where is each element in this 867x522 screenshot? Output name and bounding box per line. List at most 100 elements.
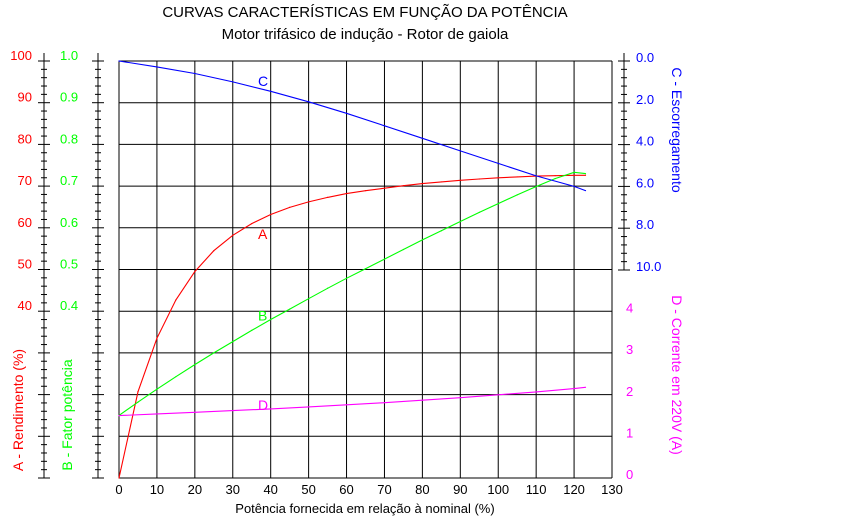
data-point-D <box>573 387 575 390</box>
data-point-A <box>478 178 480 180</box>
data-point-C <box>497 162 499 165</box>
data-point-B <box>459 220 461 223</box>
data-point-A <box>440 181 442 183</box>
data-point-A <box>232 234 234 236</box>
data-point-A <box>156 337 158 339</box>
data-point-A <box>175 299 177 301</box>
y-tick-label-corrente: 0 <box>626 467 633 482</box>
x-tick-label: 20 <box>188 482 202 497</box>
y-tick-label-rendimento: 70 <box>18 173 32 188</box>
data-point-C <box>383 125 386 127</box>
y-tick-label-rendimento: 40 <box>18 298 32 313</box>
grid <box>118 60 613 479</box>
data-point-C <box>421 137 423 139</box>
x-tick-label: 90 <box>453 482 467 497</box>
x-tick-label: 80 <box>415 482 429 497</box>
x-tick-label: 50 <box>301 482 315 497</box>
data-point-B <box>232 341 234 343</box>
y-tick-label-fator-potencia: 0.4 <box>60 298 78 313</box>
data-point-C <box>345 112 348 114</box>
data-point-C <box>535 175 537 177</box>
series-line-B <box>118 171 586 416</box>
data-point-A <box>516 176 518 178</box>
data-point-D <box>584 386 587 388</box>
y-tick-label-escorregamento: 2.0 <box>636 92 654 107</box>
y-tick-label-corrente: 4 <box>626 301 633 316</box>
series-label-C: C <box>258 73 268 89</box>
data-point-B <box>251 329 253 331</box>
data-point-A <box>289 206 291 208</box>
series-line-A <box>118 174 586 479</box>
data-point-B <box>516 194 518 196</box>
data-point-D <box>383 402 386 404</box>
y-tick-label-corrente: 1 <box>626 425 633 440</box>
series-label-B: B <box>258 307 267 323</box>
data-point-B <box>308 298 310 300</box>
x-tick-label: 40 <box>263 482 277 497</box>
y-tick-label-rendimento: 80 <box>18 131 32 146</box>
data-point-C <box>118 60 120 62</box>
data-point-A <box>326 196 329 198</box>
y-tick-label-rendimento: 60 <box>18 215 32 230</box>
data-point-A <box>308 201 310 203</box>
series-labels: A B C D <box>258 73 268 413</box>
data-point-A <box>137 391 139 393</box>
y-tick-label-escorregamento: 6.0 <box>636 175 654 190</box>
data-point-A <box>213 250 215 252</box>
x-tick-label: 100 <box>487 482 509 497</box>
data-point-D <box>270 408 272 410</box>
data-point-D <box>308 406 310 408</box>
y-axis-rendimento: 100 90 80 70 60 50 40 <box>10 48 50 479</box>
data-point-A <box>364 190 367 192</box>
data-point-B <box>270 318 272 321</box>
y-tick-label-corrente: 3 <box>626 342 633 357</box>
data-point-A <box>573 174 575 176</box>
data-point-B <box>554 177 556 180</box>
data-point-A <box>497 177 499 179</box>
data-point-B <box>175 376 177 378</box>
data-point-B <box>478 211 480 213</box>
y-axis-fator-potencia: 1.0 0.9 0.8 0.7 0.6 0.5 0.4 <box>60 48 104 479</box>
y-tick-label-corrente: 2 <box>626 384 633 399</box>
data-point-B <box>383 258 386 260</box>
data-point-D <box>535 391 537 393</box>
y-tick-label-escorregamento: 0.0 <box>636 50 654 65</box>
data-point-A <box>383 187 386 189</box>
x-axis-label: Potência fornecida em relação à nominal … <box>235 501 494 516</box>
y-tick-label-fator-potencia: 0.5 <box>60 257 78 272</box>
y-tick-label-fator-potencia: 0.8 <box>60 131 78 146</box>
data-point-A <box>194 270 196 273</box>
data-point-A <box>251 223 253 225</box>
data-point-D <box>232 410 234 412</box>
y-axis-rendimento-label: A - Rendimento (%) <box>10 349 26 471</box>
y-tick-label-rendimento: 90 <box>18 90 32 105</box>
data-point-D <box>156 413 158 415</box>
data-point-B <box>497 203 499 205</box>
chart-subtitle: Motor trifásico de indução - Rotor de ga… <box>222 26 509 43</box>
data-point-A <box>118 477 120 479</box>
data-point-C <box>232 81 234 83</box>
data-point-B <box>156 388 158 390</box>
y-tick-label-escorregamento: 4.0 <box>636 134 654 149</box>
x-tick-label: 70 <box>377 482 391 497</box>
data-point-D <box>497 394 499 396</box>
y-tick-label-rendimento: 50 <box>18 257 32 272</box>
x-tick-label: 0 <box>115 482 122 497</box>
data-point-B <box>137 401 139 403</box>
data-point-C <box>308 101 310 103</box>
y-axis-escorregamento-label: C - Escorregamento <box>669 67 685 192</box>
data-point-D <box>421 399 423 401</box>
data-point-B <box>402 248 405 251</box>
y-tick-label-fator-potencia: 0.9 <box>60 90 78 105</box>
y-axis-corrente-label: D - Corrente em 220V (A) <box>669 295 685 455</box>
y-tick-label-escorregamento: 8.0 <box>636 217 654 232</box>
data-point-A <box>459 179 461 181</box>
y-axis-escorregamento: 0.0 2.0 4.0 6.0 8.0 10.0 <box>618 50 661 274</box>
series-label-A: A <box>258 226 268 242</box>
x-tick-label: 10 <box>150 482 164 497</box>
y-axis-corrente: 4 3 2 1 0 <box>626 301 633 482</box>
y-tick-label-fator-potencia: 1.0 <box>60 48 78 63</box>
data-point-C <box>194 72 196 75</box>
data-point-D <box>118 415 120 417</box>
